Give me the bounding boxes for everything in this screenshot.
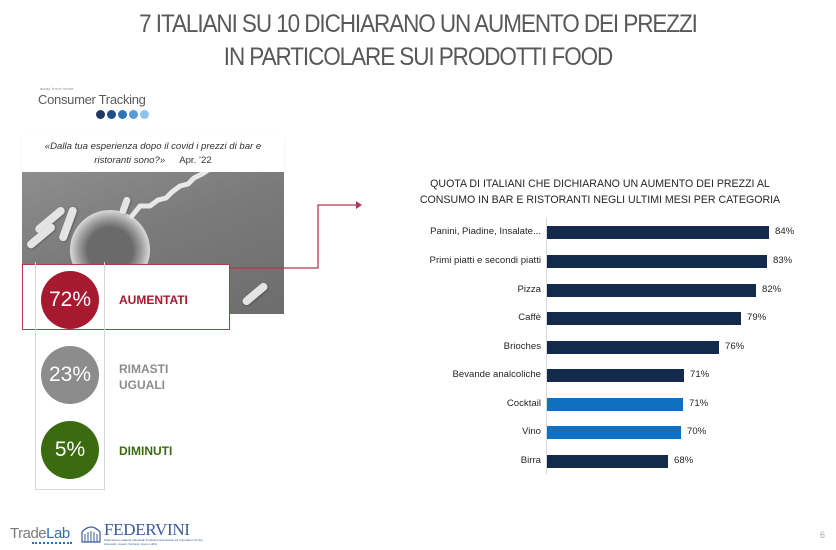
- diminuti-label: DIMINUTI: [119, 444, 173, 458]
- bar-value: 83%: [773, 255, 793, 266]
- survey-question: «Dalla tua esperienza dopo il covid i pr…: [22, 136, 284, 172]
- chart-title: QUOTA DI ITALIANI CHE DICHIARANO UN AUME…: [419, 178, 781, 206]
- bar: [547, 455, 668, 468]
- consumer-tracking-logo: away from home Consumer Tracking: [38, 86, 149, 119]
- bar: [547, 341, 719, 354]
- bar-label: Birra: [520, 455, 541, 466]
- bar: [547, 312, 741, 325]
- title-line-1: 7 ITALIANI SU 10 DICHIARANO UN AUMENTO D…: [139, 10, 698, 38]
- bar: [547, 398, 683, 411]
- bar-label: Panini, Piadine, Insalate...: [430, 226, 541, 237]
- logo-small-text: away from home: [40, 86, 74, 91]
- bar-value: 71%: [690, 369, 710, 380]
- page-title: 7 ITALIANI SU 10 DICHIARANO UN AUMENTO D…: [42, 8, 794, 74]
- dot-icon: [118, 110, 127, 119]
- logo-name: Consumer Tracking: [38, 92, 146, 107]
- federvini-emblem-icon: [81, 526, 101, 543]
- bar-value: 70%: [687, 426, 707, 437]
- dot-icon: [129, 110, 138, 119]
- bar-value: 84%: [775, 226, 795, 237]
- bar-label: Cocktail: [506, 398, 541, 409]
- bar-row: Pizza 82%: [0, 283, 836, 297]
- bar-label: Pizza: [517, 284, 541, 295]
- bar-label: Caffè: [518, 312, 541, 323]
- aumentati-label: AUMENTATI: [119, 293, 188, 307]
- bar: [547, 426, 681, 439]
- bar-row: Birra 68%: [0, 454, 836, 468]
- footer-logos: TradeLab FEDERVINI Federazione Italiana …: [10, 521, 204, 546]
- survey-date: Apr. ’22: [179, 155, 212, 166]
- bar: [547, 226, 769, 239]
- bar-value: 76%: [725, 341, 745, 352]
- bar-row: Bevande analcoliche 71%: [0, 368, 836, 382]
- rimasti-uguali-percent-circle: 23%: [41, 346, 99, 404]
- bar-label: Brioches: [503, 341, 541, 352]
- bar-row: Caffè 79%: [0, 311, 836, 325]
- dot-icon: [107, 110, 116, 119]
- rimasti-uguali-label: RIMASTI UGUALI: [119, 362, 169, 392]
- circles-frame: [35, 262, 105, 490]
- bar-row: Panini, Piadine, Insalate... 84%: [0, 225, 836, 239]
- bar-value: 82%: [762, 284, 782, 295]
- tradelab-logo: TradeLab: [10, 525, 72, 544]
- bar-value: 79%: [747, 312, 767, 323]
- bar-row: Brioches 76%: [0, 340, 836, 354]
- bar-label: Primi piatti e secondi piatti: [429, 255, 541, 266]
- tradelab-dots-icon: [32, 541, 72, 544]
- bar-value: 68%: [674, 455, 694, 466]
- bar: [547, 369, 684, 382]
- bar-row: Primi piatti e secondi piatti 83%: [0, 254, 836, 268]
- bar: [547, 284, 756, 297]
- bar-label: Vino: [521, 426, 541, 437]
- bar-row: Vino 70%: [0, 425, 836, 439]
- federvini-logo: FEDERVINI Federazione Italiana Industria…: [80, 521, 204, 546]
- bar: [547, 255, 767, 268]
- bar-value: 71%: [689, 398, 709, 409]
- dot-icon: [96, 110, 105, 119]
- diminuti-percent-circle: 5%: [41, 421, 99, 479]
- question-line-2: ristoranti sono?»: [94, 155, 166, 166]
- title-line-2: IN PARTICOLARE SUI PRODOTTI FOOD: [223, 43, 613, 71]
- dot-icon: [140, 110, 149, 119]
- aumentati-percent-circle: 72%: [41, 271, 99, 329]
- chart-axis: [546, 218, 547, 474]
- logo-dots: [96, 110, 149, 119]
- question-line-1: «Dalla tua esperienza dopo il covid i pr…: [44, 141, 262, 152]
- page-number: 6: [820, 530, 826, 540]
- bar-row: Cocktail 71%: [0, 397, 836, 411]
- bar-label: Bevande analcoliche: [452, 369, 541, 380]
- chalk-arrow-line: [129, 172, 210, 219]
